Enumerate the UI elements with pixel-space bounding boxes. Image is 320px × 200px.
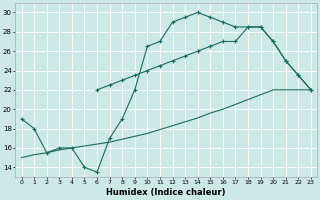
X-axis label: Humidex (Indice chaleur): Humidex (Indice chaleur) <box>107 188 226 197</box>
